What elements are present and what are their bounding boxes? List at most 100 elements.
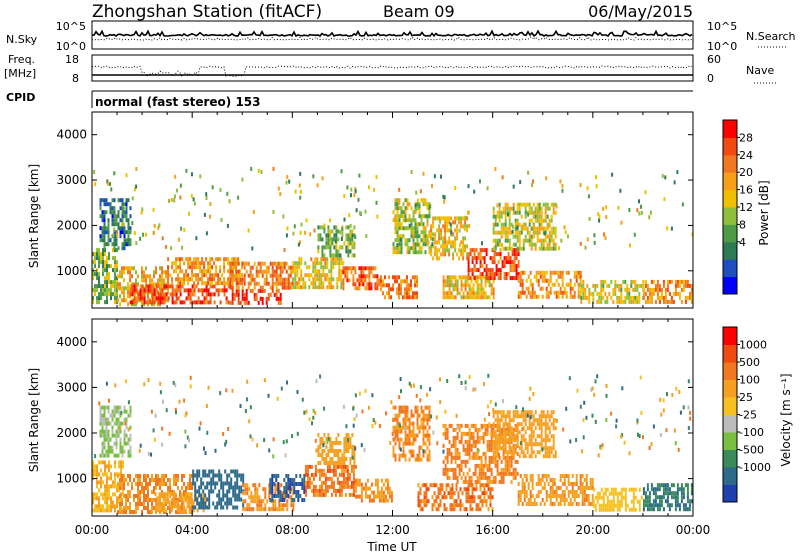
power-cell xyxy=(622,299,625,304)
velocity-cell xyxy=(98,488,100,493)
power-cell xyxy=(98,264,100,269)
velocity-cell xyxy=(110,504,112,509)
power-cell xyxy=(684,295,687,300)
velocity-cell xyxy=(316,488,319,493)
velocity-cell xyxy=(410,433,413,438)
velocity-cell xyxy=(157,474,159,478)
power-cell xyxy=(119,282,121,287)
power-cell xyxy=(509,268,512,273)
power-cell xyxy=(468,287,471,292)
power-cell xyxy=(375,175,378,179)
velocity-cell xyxy=(120,468,122,473)
power-cell xyxy=(376,214,379,219)
power-cell xyxy=(380,279,382,284)
power-cell xyxy=(247,285,250,290)
freq-label: Freq. xyxy=(8,53,35,66)
power-cell xyxy=(96,248,98,253)
power-cell xyxy=(106,296,108,301)
power-cell xyxy=(225,296,228,301)
power-cell xyxy=(644,291,647,296)
velocity-cell xyxy=(476,479,479,484)
power-cell xyxy=(113,214,116,219)
power-cell xyxy=(175,300,178,305)
velocity-cell xyxy=(466,439,469,444)
velocity-cell xyxy=(96,484,98,489)
power-cell xyxy=(559,286,562,291)
power-cell xyxy=(684,279,687,284)
velocity-cell xyxy=(154,508,157,513)
velocity-cell xyxy=(121,502,123,506)
power-cell xyxy=(458,248,461,253)
power-cell xyxy=(316,273,319,278)
velocity-cell xyxy=(406,417,409,422)
velocity-cell xyxy=(326,484,329,489)
power-cell xyxy=(277,281,280,286)
power-cell xyxy=(452,275,455,280)
velocity-cell xyxy=(530,442,533,447)
velocity-cell xyxy=(349,457,352,461)
velocity-cell xyxy=(382,498,385,503)
power-cell xyxy=(169,273,172,278)
power-cell xyxy=(518,206,521,211)
velocity-cell xyxy=(119,445,122,450)
velocity-cell xyxy=(502,479,505,484)
velocity-cell xyxy=(338,488,341,493)
y-tick-label: 2000 xyxy=(56,218,87,232)
power-cell xyxy=(551,282,554,287)
power-cell xyxy=(215,269,218,274)
velocity-cell xyxy=(488,459,491,464)
velocity-cell xyxy=(123,506,125,510)
power-cell xyxy=(127,198,130,203)
velocity-cell xyxy=(446,435,449,440)
velocity-cell xyxy=(457,503,460,508)
velocity-cell xyxy=(451,507,454,512)
velocity-cell xyxy=(508,410,511,415)
velocity-cell xyxy=(521,482,524,486)
velocity-cell xyxy=(266,499,269,504)
velocity-cell xyxy=(462,459,465,464)
power-cell xyxy=(666,287,669,292)
power-cell xyxy=(133,282,135,287)
velocity-cell xyxy=(450,459,453,464)
power-cell xyxy=(347,237,350,242)
power-cell xyxy=(227,257,230,262)
velocity-cell xyxy=(347,433,350,437)
velocity-cell xyxy=(498,410,501,415)
power-cell xyxy=(527,212,530,217)
power-cell xyxy=(229,285,232,290)
velocity-cell xyxy=(416,405,419,410)
power-cell xyxy=(617,205,620,210)
power-cell xyxy=(384,275,386,280)
velocity-cell xyxy=(163,478,165,482)
velocity-cell xyxy=(291,478,294,482)
velocity-cell xyxy=(494,423,497,428)
velocity-cell xyxy=(542,414,545,419)
power-cell xyxy=(550,230,553,235)
power-cell xyxy=(201,277,204,282)
power-cell xyxy=(549,270,552,275)
power-cell xyxy=(477,256,480,261)
power-cell xyxy=(565,282,568,287)
power-cell xyxy=(187,292,190,297)
power-cell xyxy=(99,234,102,239)
power-cell xyxy=(108,276,110,281)
velocity-cell xyxy=(350,492,353,497)
velocity-cell xyxy=(485,503,488,508)
power-cell xyxy=(314,281,317,286)
power-cell xyxy=(275,296,278,301)
power-cell xyxy=(638,211,641,216)
power-cell xyxy=(325,237,328,242)
velocity-cell xyxy=(442,443,445,448)
power-cell xyxy=(116,248,118,253)
power-cell xyxy=(159,274,161,279)
velocity-cell xyxy=(345,445,348,449)
power-cell xyxy=(235,273,238,278)
power-cell xyxy=(476,291,479,296)
velocity-cell xyxy=(98,460,100,465)
power-cell xyxy=(277,265,280,270)
power-cell xyxy=(476,287,479,292)
velocity-cell xyxy=(446,447,449,452)
velocity-cell xyxy=(506,463,509,468)
velocity-cell xyxy=(346,468,349,473)
velocity-cell xyxy=(419,499,422,504)
